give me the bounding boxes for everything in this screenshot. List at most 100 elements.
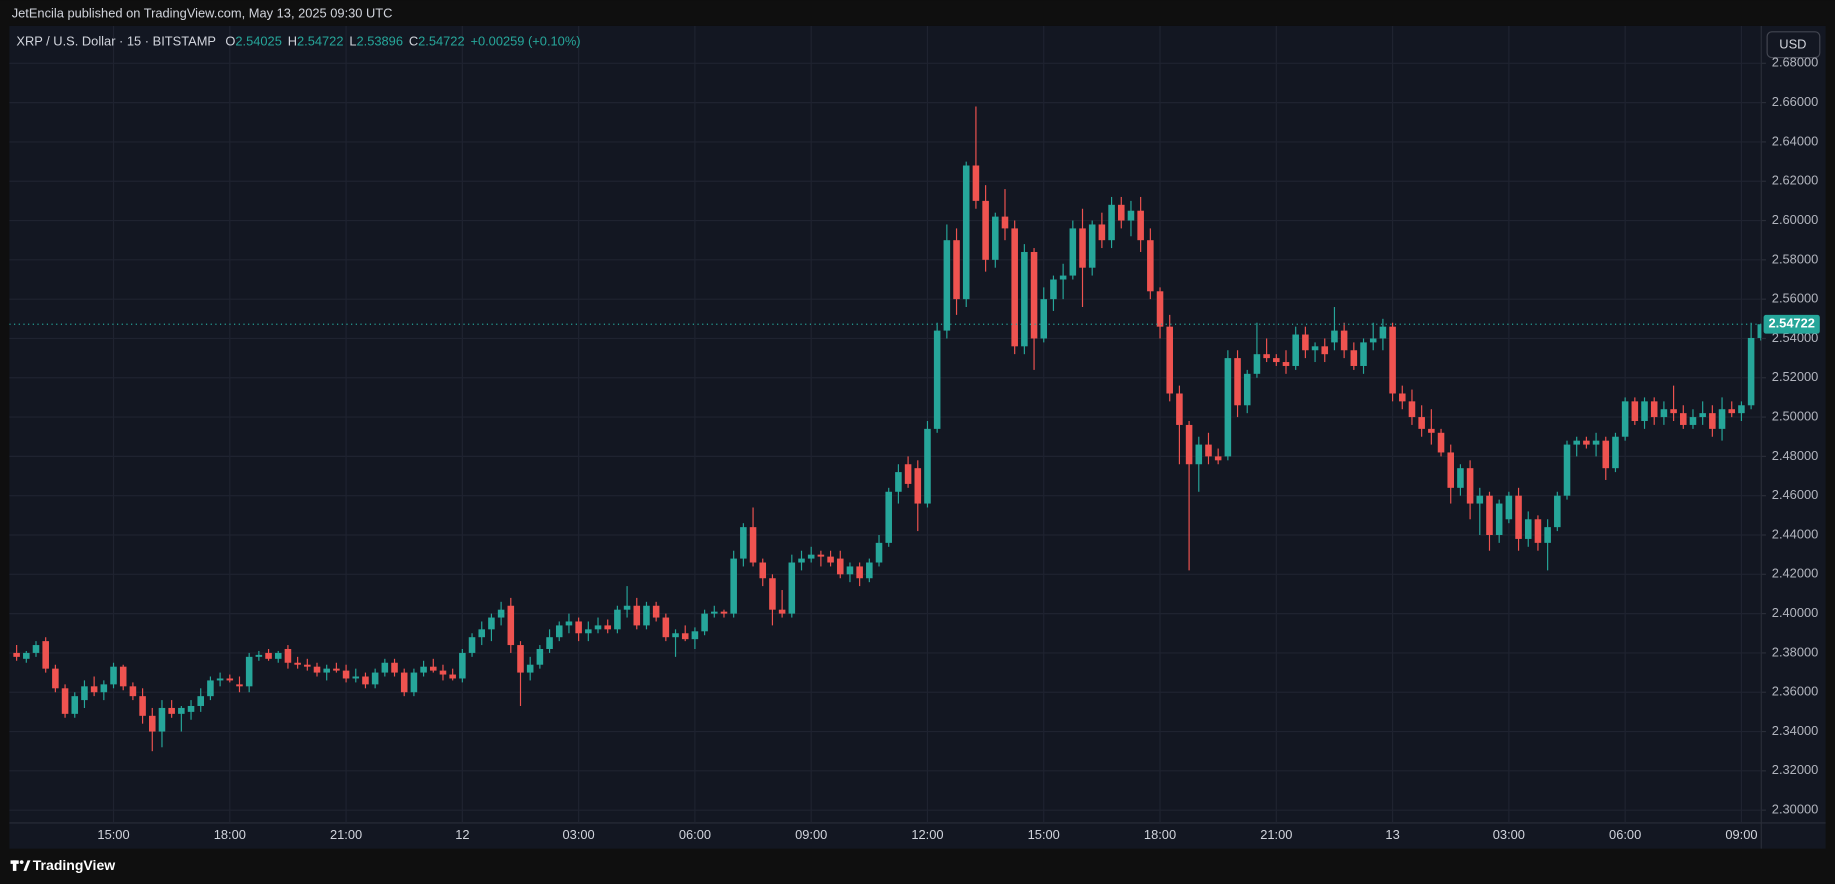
candle-body — [236, 684, 243, 687]
candle-body — [972, 165, 980, 201]
candle-body — [1331, 330, 1338, 343]
x-tick-label: 03:00 — [563, 827, 595, 842]
y-tick-label: 2.58000 — [1772, 251, 1818, 266]
candle-body — [478, 629, 486, 638]
candle-body — [90, 686, 98, 693]
candle-body — [711, 611, 718, 614]
ohlc-value: 2.54722 — [297, 34, 343, 49]
candle-body — [1621, 401, 1629, 437]
ohlc-value: 2.53896 — [356, 34, 402, 49]
candle-body — [352, 676, 360, 679]
candle-body — [1166, 326, 1173, 394]
candle-body — [769, 578, 776, 610]
candle-body — [652, 605, 660, 618]
candle-body — [1602, 440, 1610, 469]
candle-body — [439, 670, 447, 675]
candle-body — [749, 527, 757, 563]
ohlc-label: H — [288, 34, 297, 49]
candle-body — [110, 666, 117, 685]
candle-body — [827, 556, 834, 563]
candle-body — [1524, 519, 1532, 539]
candle-body — [1757, 324, 1762, 338]
candle-body — [720, 611, 728, 614]
currency-button[interactable] — [1766, 31, 1821, 59]
candle-body — [1243, 373, 1251, 406]
candle-body — [1147, 240, 1154, 292]
candle-body — [245, 656, 253, 687]
candle-body — [226, 678, 234, 681]
candle-body — [1728, 409, 1736, 414]
candle-body — [992, 216, 999, 260]
candle-body — [962, 165, 970, 300]
x-tick-label: 18:00 — [1144, 827, 1176, 842]
candle-body — [953, 240, 960, 300]
last-price-tag — [1763, 314, 1820, 334]
x-tick-label: 15:00 — [97, 827, 129, 842]
candle-body — [81, 686, 88, 701]
candle-body — [1040, 299, 1048, 339]
candle-body — [623, 605, 631, 610]
candle-body — [730, 558, 737, 614]
candle-body — [1457, 468, 1464, 488]
candle-body — [536, 648, 544, 665]
candle-body — [1001, 216, 1009, 229]
candle-body — [1088, 224, 1096, 268]
candle-body — [778, 609, 786, 614]
candle-body — [168, 707, 175, 714]
candle-body — [371, 672, 379, 685]
candle-body — [1011, 228, 1018, 347]
candle-body — [265, 652, 272, 659]
candle-body — [846, 566, 854, 575]
candle-body — [788, 562, 796, 614]
candle-body — [1108, 204, 1115, 241]
candle-body — [1505, 495, 1513, 520]
candle-body — [904, 464, 912, 484]
y-tick-label: 2.56000 — [1772, 291, 1818, 306]
candle-body — [1156, 291, 1164, 327]
currency[interactable]: USD — [1779, 37, 1806, 52]
candle-body — [836, 558, 844, 575]
candle-body — [1486, 495, 1493, 535]
candle-body — [129, 686, 137, 697]
y-tick-label: 2.44000 — [1772, 526, 1818, 541]
candle-body — [1069, 228, 1077, 276]
candle-body — [459, 652, 466, 679]
candle-body — [1098, 224, 1106, 241]
candles — [9, 106, 1762, 752]
candle-body — [323, 668, 330, 673]
candle-body — [497, 609, 505, 618]
candle-body — [565, 621, 573, 626]
candle-body — [1709, 413, 1716, 429]
candle-body — [71, 696, 79, 714]
y-tick-label: 2.52000 — [1772, 369, 1818, 384]
brand: TradingView — [33, 857, 115, 873]
candle-body — [1680, 413, 1687, 425]
candle-body — [1117, 204, 1125, 221]
candle-body — [1563, 444, 1571, 496]
logo-part — [23, 860, 31, 871]
candle-body — [42, 641, 49, 669]
candle-body — [585, 629, 592, 634]
y-tick-label: 2.48000 — [1772, 448, 1818, 463]
y-tick-label: 2.42000 — [1772, 566, 1818, 581]
y-tick-label: 2.30000 — [1772, 802, 1818, 817]
candle-body — [691, 631, 699, 640]
candle-body — [982, 200, 989, 260]
candle-body — [1408, 401, 1416, 418]
candle-body — [1292, 334, 1299, 366]
candle-body — [1185, 424, 1193, 465]
candle-body — [662, 617, 670, 638]
candle-body — [1670, 409, 1677, 414]
candle-body — [1718, 409, 1726, 429]
candle-body — [633, 605, 641, 626]
ohlc-label: O — [225, 34, 235, 49]
candle-body — [594, 625, 602, 630]
candle-body — [1369, 338, 1377, 343]
candle-body — [555, 625, 563, 638]
candle-body — [255, 654, 263, 657]
candle-body — [139, 696, 146, 716]
candle-body — [1738, 405, 1745, 414]
candle-body — [1747, 337, 1755, 406]
candle-body — [449, 674, 456, 679]
candle-body — [1340, 330, 1348, 351]
